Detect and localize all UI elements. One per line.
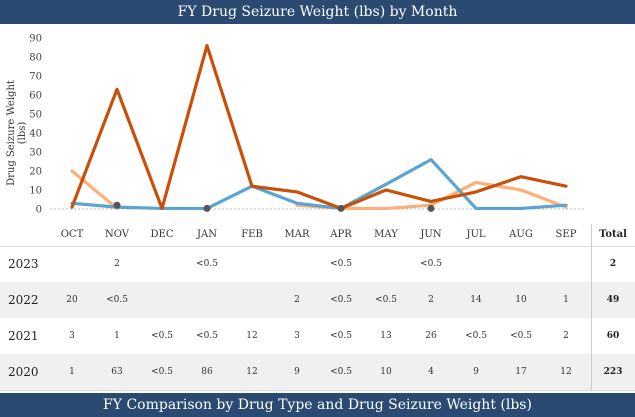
table-cell: 9 [473, 367, 479, 377]
row-total: 2 [609, 259, 617, 269]
table-cell: 2 [428, 295, 434, 305]
table-cell: 2 [563, 331, 569, 341]
series-point-2023 [113, 201, 121, 209]
table-cell: <0.5 [196, 259, 218, 269]
y-tick-label: 80 [29, 53, 42, 64]
y-tick-label: 30 [29, 148, 42, 159]
month-label: JUN [420, 229, 442, 240]
month-label: FEB [241, 229, 263, 240]
table-cell: 12 [246, 367, 258, 377]
table-cell: 2 [114, 259, 120, 269]
table-cell: 63 [111, 367, 123, 377]
y-axis-label: Drug Seizure Weight (lbs) [6, 80, 28, 186]
month-label: JUL [466, 229, 486, 240]
y-tick-label: 60 [29, 91, 42, 102]
table-cell: <0.5 [330, 331, 352, 341]
y-tick-label: 0 [36, 205, 42, 216]
table-cell: 26 [425, 331, 437, 341]
table-cell: <0.5 [420, 259, 442, 269]
table-cell: 3 [294, 331, 300, 341]
row-year-label: 2020 [8, 365, 39, 379]
table-cell: 86 [201, 367, 213, 377]
table-cell: <0.5 [151, 367, 173, 377]
table-cell: 4 [428, 367, 434, 377]
table-cell: 2 [294, 295, 300, 305]
y-tick-label: 20 [29, 167, 42, 178]
table-cell: 12 [560, 367, 572, 377]
table-cell: 14 [470, 295, 482, 305]
table-cell: 1 [563, 295, 569, 305]
month-label: MAY [374, 229, 398, 240]
table-cell: 3 [69, 331, 75, 341]
series-line-2021 [70, 158, 568, 211]
table-cell: 10 [515, 295, 527, 305]
total-column-separator [591, 224, 592, 391]
y-tick-label: 70 [29, 72, 42, 83]
table-rule [0, 390, 635, 391]
series-line-2022 [70, 169, 119, 211]
table-cell: 20 [66, 295, 78, 305]
table-cell: 9 [294, 367, 300, 377]
total-column-header: Total [599, 229, 627, 240]
chart-plot-area: 0 10 20 30 40 50 60 70 80 90 [29, 34, 584, 216]
table-cell: <0.5 [151, 331, 173, 341]
row-year-label: 2021 [8, 329, 39, 343]
section-title: FY Comparison by Drug Type and Drug Seiz… [0, 393, 635, 417]
month-label: APR [330, 229, 352, 240]
row-total: 223 [603, 367, 623, 377]
table-cell: <0.5 [330, 367, 352, 377]
table-cell: <0.5 [196, 331, 218, 341]
table-row: 2020 1 63 <0.5 86 12 9 <0.5 10 4 9 17 12 223 [0, 354, 635, 390]
month-label: MAR [284, 229, 310, 240]
y-tick-label: 40 [29, 129, 42, 140]
table-cell: 17 [515, 367, 527, 377]
row-total: 49 [606, 295, 620, 305]
table-cell: <0.5 [330, 259, 352, 269]
month-label: DEC [150, 229, 174, 240]
table-cell: 13 [380, 331, 392, 341]
row-year-label: 2023 [8, 257, 39, 271]
chart-title: FY Drug Seizure Weight (lbs) by Month [0, 0, 635, 24]
table-row: 2023 2 <0.5 <0.5 <0.5 2 [0, 246, 635, 282]
series-point-2023 [203, 204, 211, 212]
table-cell: 10 [380, 367, 392, 377]
series-line-2020 [70, 44, 568, 211]
month-header-row: Total OCT NOV DEC JAN FEB MAR APR MAY JUN JUL AUG S… [0, 224, 635, 246]
series-point-2023 [427, 204, 435, 212]
y-tick-label: 10 [29, 186, 42, 197]
row-year-label: 2022 [8, 293, 39, 307]
month-label: NOV [105, 229, 129, 240]
month-label: SEP [555, 229, 577, 240]
table-cell: 1 [69, 367, 75, 377]
series-point-2023 [337, 204, 345, 212]
table-cell: <0.5 [465, 331, 487, 341]
line-chart: 0 10 20 30 40 50 60 70 80 90 Drug Seizure Weight … [0, 24, 635, 246]
y-tick-label: 50 [29, 110, 42, 121]
table-cell: 12 [246, 331, 258, 341]
month-label: JAN [197, 229, 217, 240]
month-label: AUG [509, 229, 533, 240]
table-row: 2022 20 <0.5 2 <0.5 <0.5 2 14 10 1 49 [0, 282, 635, 318]
table-row: 2021 3 1 <0.5 <0.5 12 3 <0.5 13 26 <0.5 <0.5 2 60 [0, 318, 635, 354]
table-cell: <0.5 [106, 295, 128, 305]
row-total: 60 [606, 331, 620, 341]
y-tick-label: 90 [29, 34, 42, 45]
table-cell: 1 [114, 331, 120, 341]
table-cell: <0.5 [510, 331, 532, 341]
month-label: OCT [60, 229, 84, 240]
table-cell: <0.5 [375, 295, 397, 305]
series-line-2022 [295, 180, 568, 211]
table-rule [0, 246, 635, 247]
table-cell: <0.5 [330, 295, 352, 305]
